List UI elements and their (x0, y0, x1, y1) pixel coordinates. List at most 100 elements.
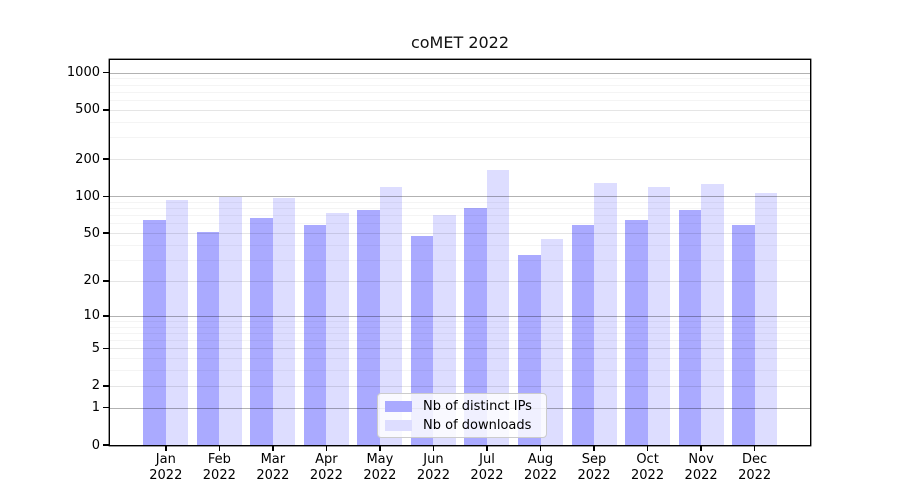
x-tick-month: Apr (315, 452, 338, 467)
x-tick-year: 2022 (577, 467, 611, 483)
y-tick-mark (103, 195, 110, 198)
y-tick-mark (103, 158, 110, 160)
bar-distinct-ips-jun (410, 236, 434, 445)
gridline-minor (110, 78, 810, 80)
x-tick-label-jul: Jul 2022 (459, 452, 515, 483)
x-tick-mark (646, 445, 649, 451)
bar-downloads-jan (165, 200, 189, 445)
x-tick-year: 2022 (684, 467, 718, 483)
gridline-minor (110, 121, 810, 123)
bar-downloads-jul (486, 170, 510, 445)
bar-downloads-apr (326, 213, 349, 445)
bar-downloads-feb (219, 197, 242, 445)
x-tick-label-aug: Aug 2022 (513, 452, 569, 483)
y-tick-mark (103, 444, 110, 446)
legend-swatch-downloads (385, 419, 412, 431)
x-tick-label-dec: Dec 2022 (727, 452, 783, 483)
y-tick-mark (103, 315, 110, 317)
y-tick-label: 5 (91, 340, 100, 356)
x-tick-mark (539, 445, 542, 451)
bar-downloads-may (379, 186, 403, 445)
y-tick-label: 1000 (66, 65, 100, 81)
x-tick-month: Mar (260, 452, 286, 467)
bar-distinct-ips-mar (250, 217, 273, 445)
bar-downloads-jun (433, 215, 456, 445)
x-tick-month: Oct (636, 452, 659, 467)
y-tick-label: 1 (91, 400, 100, 416)
y-tick-label: 100 (75, 188, 100, 204)
gridline (110, 159, 810, 161)
bar-distinct-ips-feb (196, 232, 220, 445)
y-tick-label: 50 (83, 225, 100, 241)
y-tick-label: 2 (91, 378, 100, 394)
bar-downloads-sep (594, 183, 617, 445)
y-tick-label: 0 (91, 437, 100, 453)
x-tick-year: 2022 (470, 467, 504, 483)
bar-distinct-ips-apr (303, 225, 327, 445)
x-tick-mark (753, 445, 756, 451)
x-tick-month: Jun (423, 452, 444, 467)
gridline-minor (110, 100, 810, 102)
x-tick-month: Nov (688, 452, 714, 467)
bar-downloads-mar (272, 197, 296, 445)
x-tick-mark (593, 445, 595, 451)
legend-label-downloads: Nb of downloads (423, 417, 532, 433)
x-tick-mark (432, 445, 435, 451)
y-tick-mark (103, 71, 110, 74)
x-tick-label-apr: Apr 2022 (298, 452, 354, 483)
x-tick-mark (325, 445, 328, 451)
legend: Nb of distinct IPs Nb of downloads (377, 393, 547, 438)
x-tick-year: 2022 (738, 467, 772, 483)
gridline-major (110, 72, 810, 74)
plot-area (110, 60, 810, 445)
x-tick-label-jan: Jan 2022 (138, 452, 194, 483)
x-tick-year: 2022 (256, 467, 290, 483)
bar-distinct-ips-may (357, 210, 380, 445)
x-tick-month: May (366, 452, 394, 467)
x-tick-year: 2022 (202, 467, 236, 483)
gridline-minor (110, 91, 810, 93)
gridline (110, 109, 810, 111)
x-tick-label-mar: Mar 2022 (245, 452, 301, 483)
x-tick-year: 2022 (309, 467, 343, 483)
chart-title: coMET 2022 (410, 33, 510, 52)
bar-distinct-ips-oct (625, 220, 648, 445)
x-tick-month: Dec (742, 452, 768, 467)
x-tick-label-jun: Jun 2022 (405, 452, 461, 483)
x-tick-month: Aug (527, 452, 554, 467)
x-tick-month: Feb (207, 452, 231, 467)
x-tick-mark (165, 445, 167, 451)
y-tick-mark (103, 406, 110, 409)
bar-distinct-ips-dec (732, 225, 755, 445)
y-tick-label: 10 (83, 308, 100, 324)
legend-label-distinct-ips: Nb of distinct IPs (423, 398, 532, 414)
y-tick-mark (103, 280, 110, 282)
x-tick-label-may: May 2022 (352, 452, 408, 483)
y-tick-mark (103, 385, 110, 387)
x-tick-month: Jul (479, 452, 495, 467)
x-tick-year: 2022 (523, 467, 558, 483)
legend-item-distinct-ips: Nb of distinct IPs (378, 397, 546, 416)
y-tick-mark (103, 347, 110, 350)
x-tick-label-nov: Nov 2022 (673, 452, 729, 483)
y-tick-label: 20 (83, 273, 100, 289)
gridline-minor (110, 137, 810, 139)
bar-downloads-nov (701, 183, 724, 445)
x-tick-mark (700, 445, 702, 451)
x-tick-year: 2022 (363, 467, 397, 483)
x-tick-mark (486, 445, 488, 451)
x-tick-mark (218, 445, 221, 451)
x-tick-year: 2022 (631, 467, 665, 483)
bar-downloads-oct (647, 187, 671, 445)
legend-item-downloads: Nb of downloads (378, 416, 546, 435)
bar-distinct-ips-nov (678, 209, 702, 445)
legend-swatch-distinct-ips (385, 400, 412, 412)
x-tick-mark (379, 445, 381, 451)
x-tick-year: 2022 (149, 467, 183, 483)
x-tick-month: Sep (581, 452, 607, 467)
bar-distinct-ips-jul (464, 207, 487, 445)
bar-downloads-aug (540, 238, 563, 445)
y-tick-label: 200 (75, 151, 100, 167)
x-tick-year: 2022 (416, 467, 450, 483)
